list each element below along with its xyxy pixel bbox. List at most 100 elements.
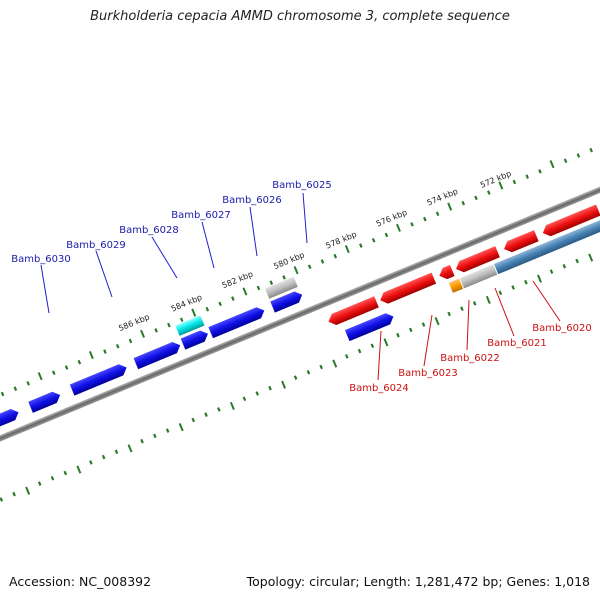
minor-tick — [179, 317, 184, 323]
kbp-label-576: 576 kbp — [375, 208, 409, 229]
leader-bamb-6029 — [95, 250, 113, 298]
minor-tick — [165, 428, 170, 433]
major-tick — [588, 253, 594, 262]
gene-bamb-6024-arrow — [344, 313, 394, 342]
minor-tick — [255, 391, 260, 396]
minor-tick — [218, 301, 222, 307]
minor-tick — [306, 370, 311, 375]
minor-tick — [320, 259, 325, 264]
gene-arrow — [504, 230, 539, 253]
gene-arrow — [133, 342, 181, 370]
major-tick — [88, 350, 94, 360]
major-tick — [127, 444, 133, 453]
inner-tick-ring — [0, 253, 594, 502]
minor-tick — [12, 491, 16, 497]
gene-label-bamb-6027: Bamb_6027 — [171, 210, 231, 221]
kbp-label-582: 582 kbp — [221, 269, 255, 290]
kbp-label-584: 584 kbp — [170, 293, 204, 314]
major-tick — [332, 359, 338, 368]
minor-tick — [460, 306, 464, 311]
leader-bamb-6020 — [532, 280, 561, 322]
minor-tick — [128, 338, 133, 344]
minor-tick — [359, 243, 363, 248]
gene-label-bamb-6029: Bamb_6029 — [66, 240, 126, 251]
minor-tick — [77, 359, 82, 365]
major-tick — [293, 266, 299, 275]
major-tick — [178, 423, 184, 432]
major-tick — [383, 338, 389, 347]
minor-tick — [51, 370, 56, 376]
minor-tick — [524, 279, 528, 285]
minor-tick — [576, 153, 581, 158]
minor-tick — [396, 332, 400, 338]
gene-arrow — [180, 330, 208, 350]
minor-tick — [204, 412, 208, 417]
leader-bamb-6028 — [151, 236, 178, 279]
gene-label-bamb-6020: Bamb_6020 — [532, 323, 592, 334]
leader-bamb-6023 — [423, 314, 433, 367]
major-tick — [281, 380, 287, 389]
minor-tick — [205, 306, 210, 312]
reverse-gene-labels: Bamb_6020 Bamb_6021 Bamb_6022 Bamb_6023 … — [349, 323, 592, 394]
minor-tick — [461, 200, 465, 206]
minor-tick — [140, 438, 144, 444]
gene-arrow — [208, 307, 265, 339]
minor-tick — [191, 417, 196, 423]
major-tick — [498, 181, 504, 190]
minor-tick — [487, 190, 491, 195]
minor-tick — [538, 169, 542, 174]
minor-tick — [293, 375, 298, 380]
minor-tick — [562, 264, 567, 269]
gene-bamb-6022-box — [448, 278, 464, 293]
gene-arrow — [455, 246, 500, 273]
major-tick — [396, 223, 401, 232]
minor-tick — [498, 290, 503, 296]
minor-tick — [50, 476, 55, 481]
major-tick — [344, 244, 350, 254]
minor-tick — [563, 158, 568, 164]
reverse-strand-genes — [328, 204, 600, 342]
leader-bamb-6027 — [201, 221, 215, 269]
minor-tick — [410, 222, 414, 227]
minor-tick — [63, 470, 68, 476]
leader-bamb-6030 — [40, 264, 50, 314]
gene-label-bamb-6021: Bamb_6021 — [487, 338, 547, 349]
minor-tick — [333, 253, 338, 259]
minor-tick — [423, 216, 427, 222]
minor-tick — [167, 322, 171, 328]
outer-tick-ring — [0, 147, 593, 397]
minor-tick — [421, 322, 426, 327]
accession-text: Accession: NC_008392 — [9, 574, 152, 589]
minor-tick — [512, 179, 517, 185]
forward-strand-genes — [0, 276, 303, 432]
leader-bamb-6026 — [249, 206, 258, 257]
label-leader-lines — [40, 192, 561, 381]
gene-arrow — [0, 409, 19, 432]
minor-tick — [549, 269, 554, 274]
minor-tick — [0, 497, 4, 502]
minor-tick — [319, 364, 323, 370]
leader-bamb-6025 — [302, 192, 308, 244]
minor-tick — [37, 481, 42, 486]
gene-track-steel — [493, 218, 600, 275]
minor-tick — [511, 285, 515, 290]
minor-tick — [408, 327, 413, 333]
minor-tick — [114, 449, 119, 455]
kbp-label-586: 586 kbp — [117, 312, 151, 333]
major-tick — [229, 401, 235, 411]
gene-arrow — [270, 291, 303, 313]
leader-bamb-6022 — [466, 299, 470, 351]
gene-label-bamb-6022: Bamb_6022 — [440, 353, 500, 364]
minor-tick — [357, 348, 362, 354]
minor-tick — [64, 365, 69, 370]
minor-tick — [268, 385, 272, 391]
topology-info-text: Topology: circular; Length: 1,281,472 bp… — [246, 574, 590, 589]
gene-arrow — [542, 204, 600, 237]
major-tick — [191, 308, 197, 317]
kbp-label-572: 572 kbp — [479, 169, 513, 190]
minor-tick — [115, 344, 120, 349]
kbp-label-574: 574 kbp — [426, 187, 460, 208]
minor-tick — [474, 195, 478, 201]
kbp-label-580: 580 kbp — [272, 250, 306, 271]
